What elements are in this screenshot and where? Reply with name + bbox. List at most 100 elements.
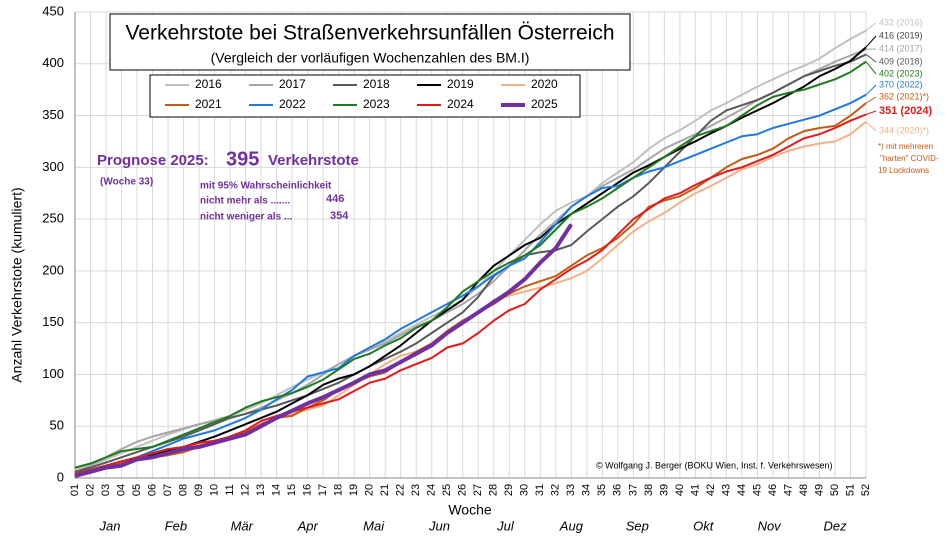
x-tick-label: 17 [317,484,329,496]
x-tick-label: 30 [519,484,531,496]
prognose-week: (Woche 33) [100,177,153,188]
y-tick-label: 250 [42,211,64,226]
x-tick-label: 24 [426,484,438,496]
month-label: Jun [428,518,450,533]
legend-label: 2020 [531,77,558,91]
legend-label: 2022 [279,97,306,111]
x-tick-label: 26 [457,484,469,496]
month-label: Mai [363,518,385,533]
y-tick-label: 0 [57,469,64,484]
month-label: Nov [758,518,783,533]
end-label: 351 (2024) [879,105,933,117]
prognose-unit: Verkehrstote [268,152,359,169]
month-label: Okt [693,518,715,533]
x-tick-label: 33 [565,484,577,496]
x-tick-label: 22 [395,484,407,496]
x-tick-label: 06 [146,484,158,496]
x-tick-label: 18 [333,484,345,496]
prognose-max: 446 [326,193,344,205]
footnote: *) mit mehreren [878,142,933,151]
x-tick-label: 02 [84,484,96,496]
month-label: Apr [297,518,319,533]
legend-label: 2023 [363,97,390,111]
x-tick-label: 42 [705,484,717,496]
x-tick-label: 45 [751,484,763,496]
month-label: Jul [496,518,515,533]
x-tick-label: 14 [271,484,283,496]
legend-label: 2025 [531,97,558,111]
x-tick-label: 01 [69,484,81,496]
x-tick-label: 46 [767,484,779,496]
x-tick-label: 38 [643,484,655,496]
x-tick-label: 44 [736,484,748,496]
end-label: 370 (2022) [879,79,923,89]
legend-label: 2016 [195,77,222,91]
x-tick-label: 41 [689,484,701,496]
end-label: 362 (2021)*) [879,91,929,101]
x-tick-label: 08 [177,484,189,496]
x-tick-label: 48 [798,484,810,496]
y-tick-label: 100 [42,366,64,381]
end-label: 414 (2017) [879,43,923,53]
month-label: Jan [98,518,120,533]
prognose-confidence: mit 95% Wahrscheinlichkeit [200,181,332,192]
prognose-value: 395 [226,148,259,170]
x-tick-label: 29 [503,484,515,496]
x-tick-label: 52 [860,484,872,496]
x-tick-label: 40 [674,484,686,496]
month-label: Feb [165,518,187,533]
month-label: Dez [823,518,847,533]
month-label: Mär [231,518,254,533]
end-label: 344 (2020)*) [879,125,929,135]
end-label: 432 (2016) [879,17,923,27]
footnote: 19 Lockdowns [878,166,929,175]
y-tick-label: 150 [42,314,64,329]
x-tick-label: 25 [441,484,453,496]
chart-subtitle: (Vergleich der vorläufigen Wochenzahlen … [211,50,530,66]
x-tick-label: 15 [286,484,298,496]
x-tick-label: 27 [472,484,484,496]
y-tick-label: 300 [42,159,64,174]
legend-label: 2017 [279,77,306,91]
x-tick-label: 39 [658,484,670,496]
legend-label: 2021 [195,97,222,111]
x-tick-label: 03 [100,484,112,496]
x-tick-label: 50 [829,484,841,496]
x-tick-label: 21 [379,484,391,496]
legend-label: 2024 [447,97,474,111]
end-label: 402 (2023) [879,68,923,78]
y-tick-label: 350 [42,107,64,122]
month-label: Aug [559,518,584,533]
x-tick-label: 07 [162,484,174,496]
chart-title: Verkehrstote bei Straßenverkehrsunfällen… [125,22,614,45]
x-tick-label: 31 [534,484,546,496]
x-tick-label: 35 [596,484,608,496]
prognose-min-text: nicht weniger als ... [200,212,292,223]
prognose-title: Prognose 2025: [97,152,209,169]
x-tick-label: 09 [193,484,205,496]
end-label: 409 (2018) [879,56,923,66]
x-tick-label: 28 [488,484,500,496]
y-tick-label: 400 [42,55,64,70]
month-label: Sep [626,518,649,533]
y-tick-label: 50 [50,418,64,433]
legend-label: 2019 [447,77,474,91]
x-tick-label: 47 [782,484,794,496]
x-tick-label: 13 [255,484,267,496]
x-tick-label: 37 [627,484,639,496]
x-tick-label: 43 [720,484,732,496]
x-tick-label: 16 [302,484,314,496]
x-tick-label: 10 [208,484,220,496]
y-tick-label: 200 [42,262,64,277]
end-label: 416 (2019) [879,30,923,40]
prognose-min: 354 [330,210,349,222]
x-tick-label: 19 [348,484,360,496]
x-tick-label: 20 [364,484,376,496]
y-tick-label: 450 [42,3,64,18]
x-tick-label: 23 [410,484,422,496]
prognose-max-text: nicht mehr als ....... [200,196,290,207]
x-tick-label: 12 [240,484,252,496]
x-tick-label: 05 [131,484,143,496]
footnote: "harten" COVID- [880,154,939,163]
